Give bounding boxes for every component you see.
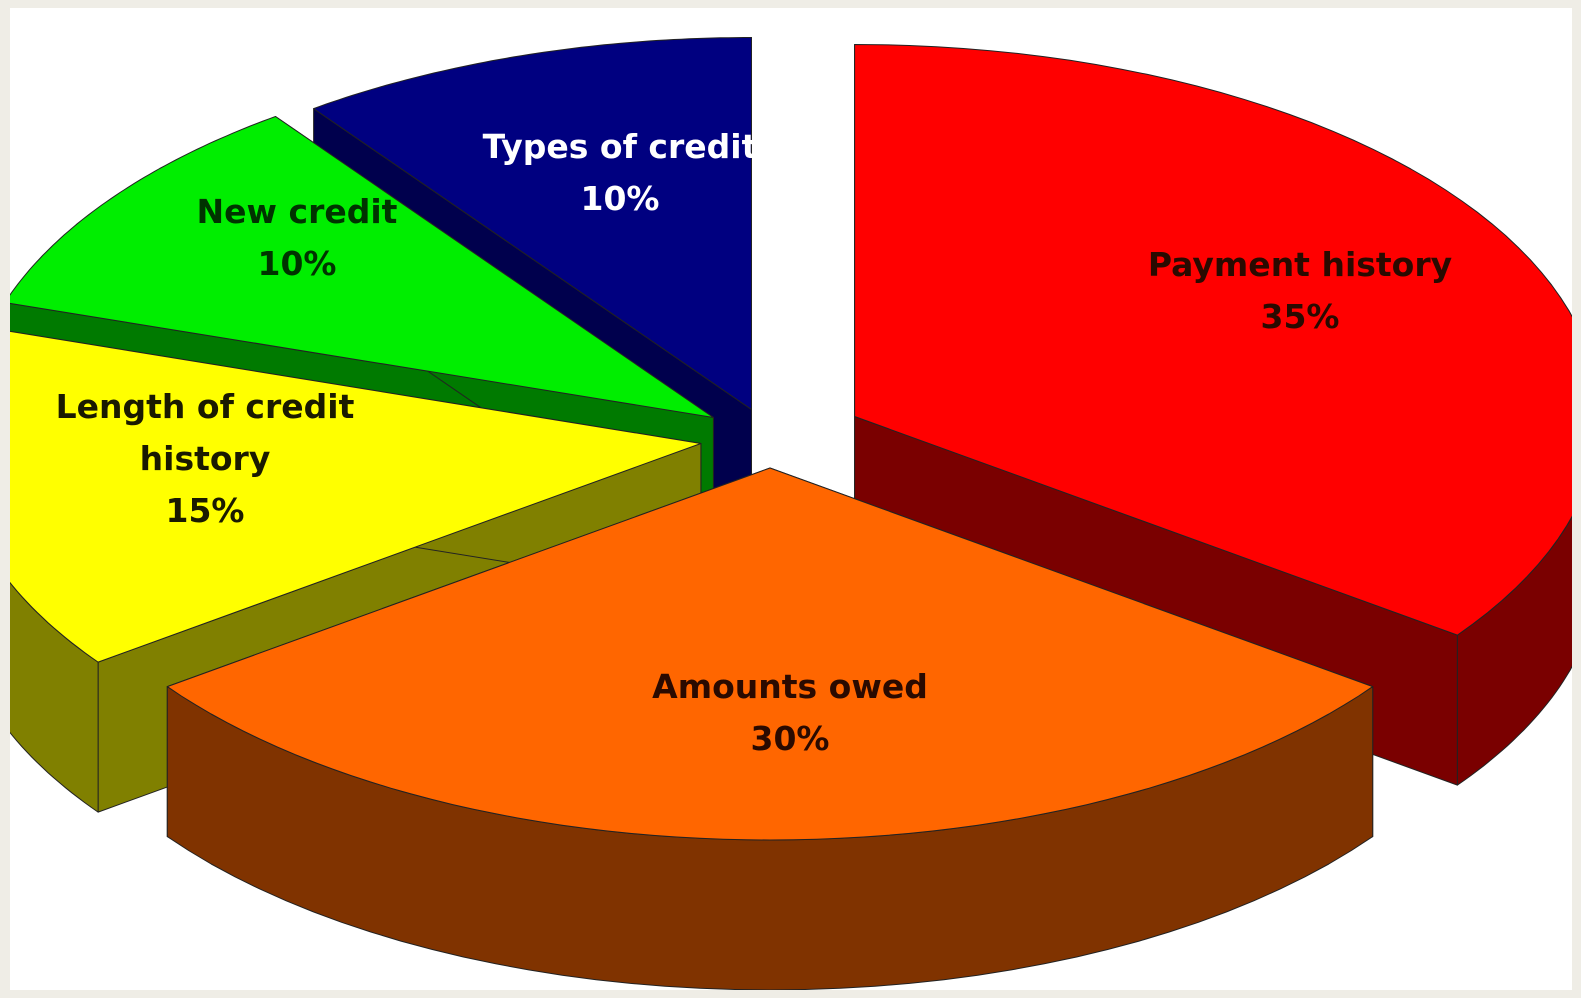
slice-label-0: Payment history 35% — [1148, 245, 1452, 336]
slice-label-line: New credit — [197, 192, 398, 231]
slice-label-line: 10% — [581, 179, 660, 218]
slice-label-3: New credit 10% — [197, 192, 398, 283]
slice-label-4: Types of credit 10% — [483, 127, 758, 218]
slice-label-line: 10% — [258, 244, 337, 283]
slice-payment-history — [854, 44, 1572, 636]
pie-chart: Payment history 35% Amounts owed 30% Length … — [10, 37, 1572, 990]
slice-new-credit — [10, 116, 714, 418]
slice-label-line: history — [140, 439, 271, 478]
slice-label-line: Length of credit — [56, 387, 355, 426]
slice-length-of-credit-history — [10, 330, 702, 663]
slice-types-of-credit — [313, 37, 752, 410]
slice-label-1: Amounts owed 30% — [652, 667, 928, 758]
slice-side-2-0 — [10, 581, 99, 813]
slice-label-line: Types of credit — [483, 127, 758, 166]
slice-label-2: Length of credit history 15% — [56, 387, 355, 530]
slice-amounts-owed — [166, 467, 1374, 841]
slice-label-line: 35% — [1261, 297, 1340, 336]
slice-label-line: 30% — [751, 719, 830, 758]
slice-label-line: Payment history — [1148, 245, 1452, 284]
slice-label-line: Amounts owed — [652, 667, 928, 706]
chart-frame: Payment history 35% Amounts owed 30% Length … — [10, 8, 1572, 990]
slice-label-line: 15% — [166, 491, 245, 530]
